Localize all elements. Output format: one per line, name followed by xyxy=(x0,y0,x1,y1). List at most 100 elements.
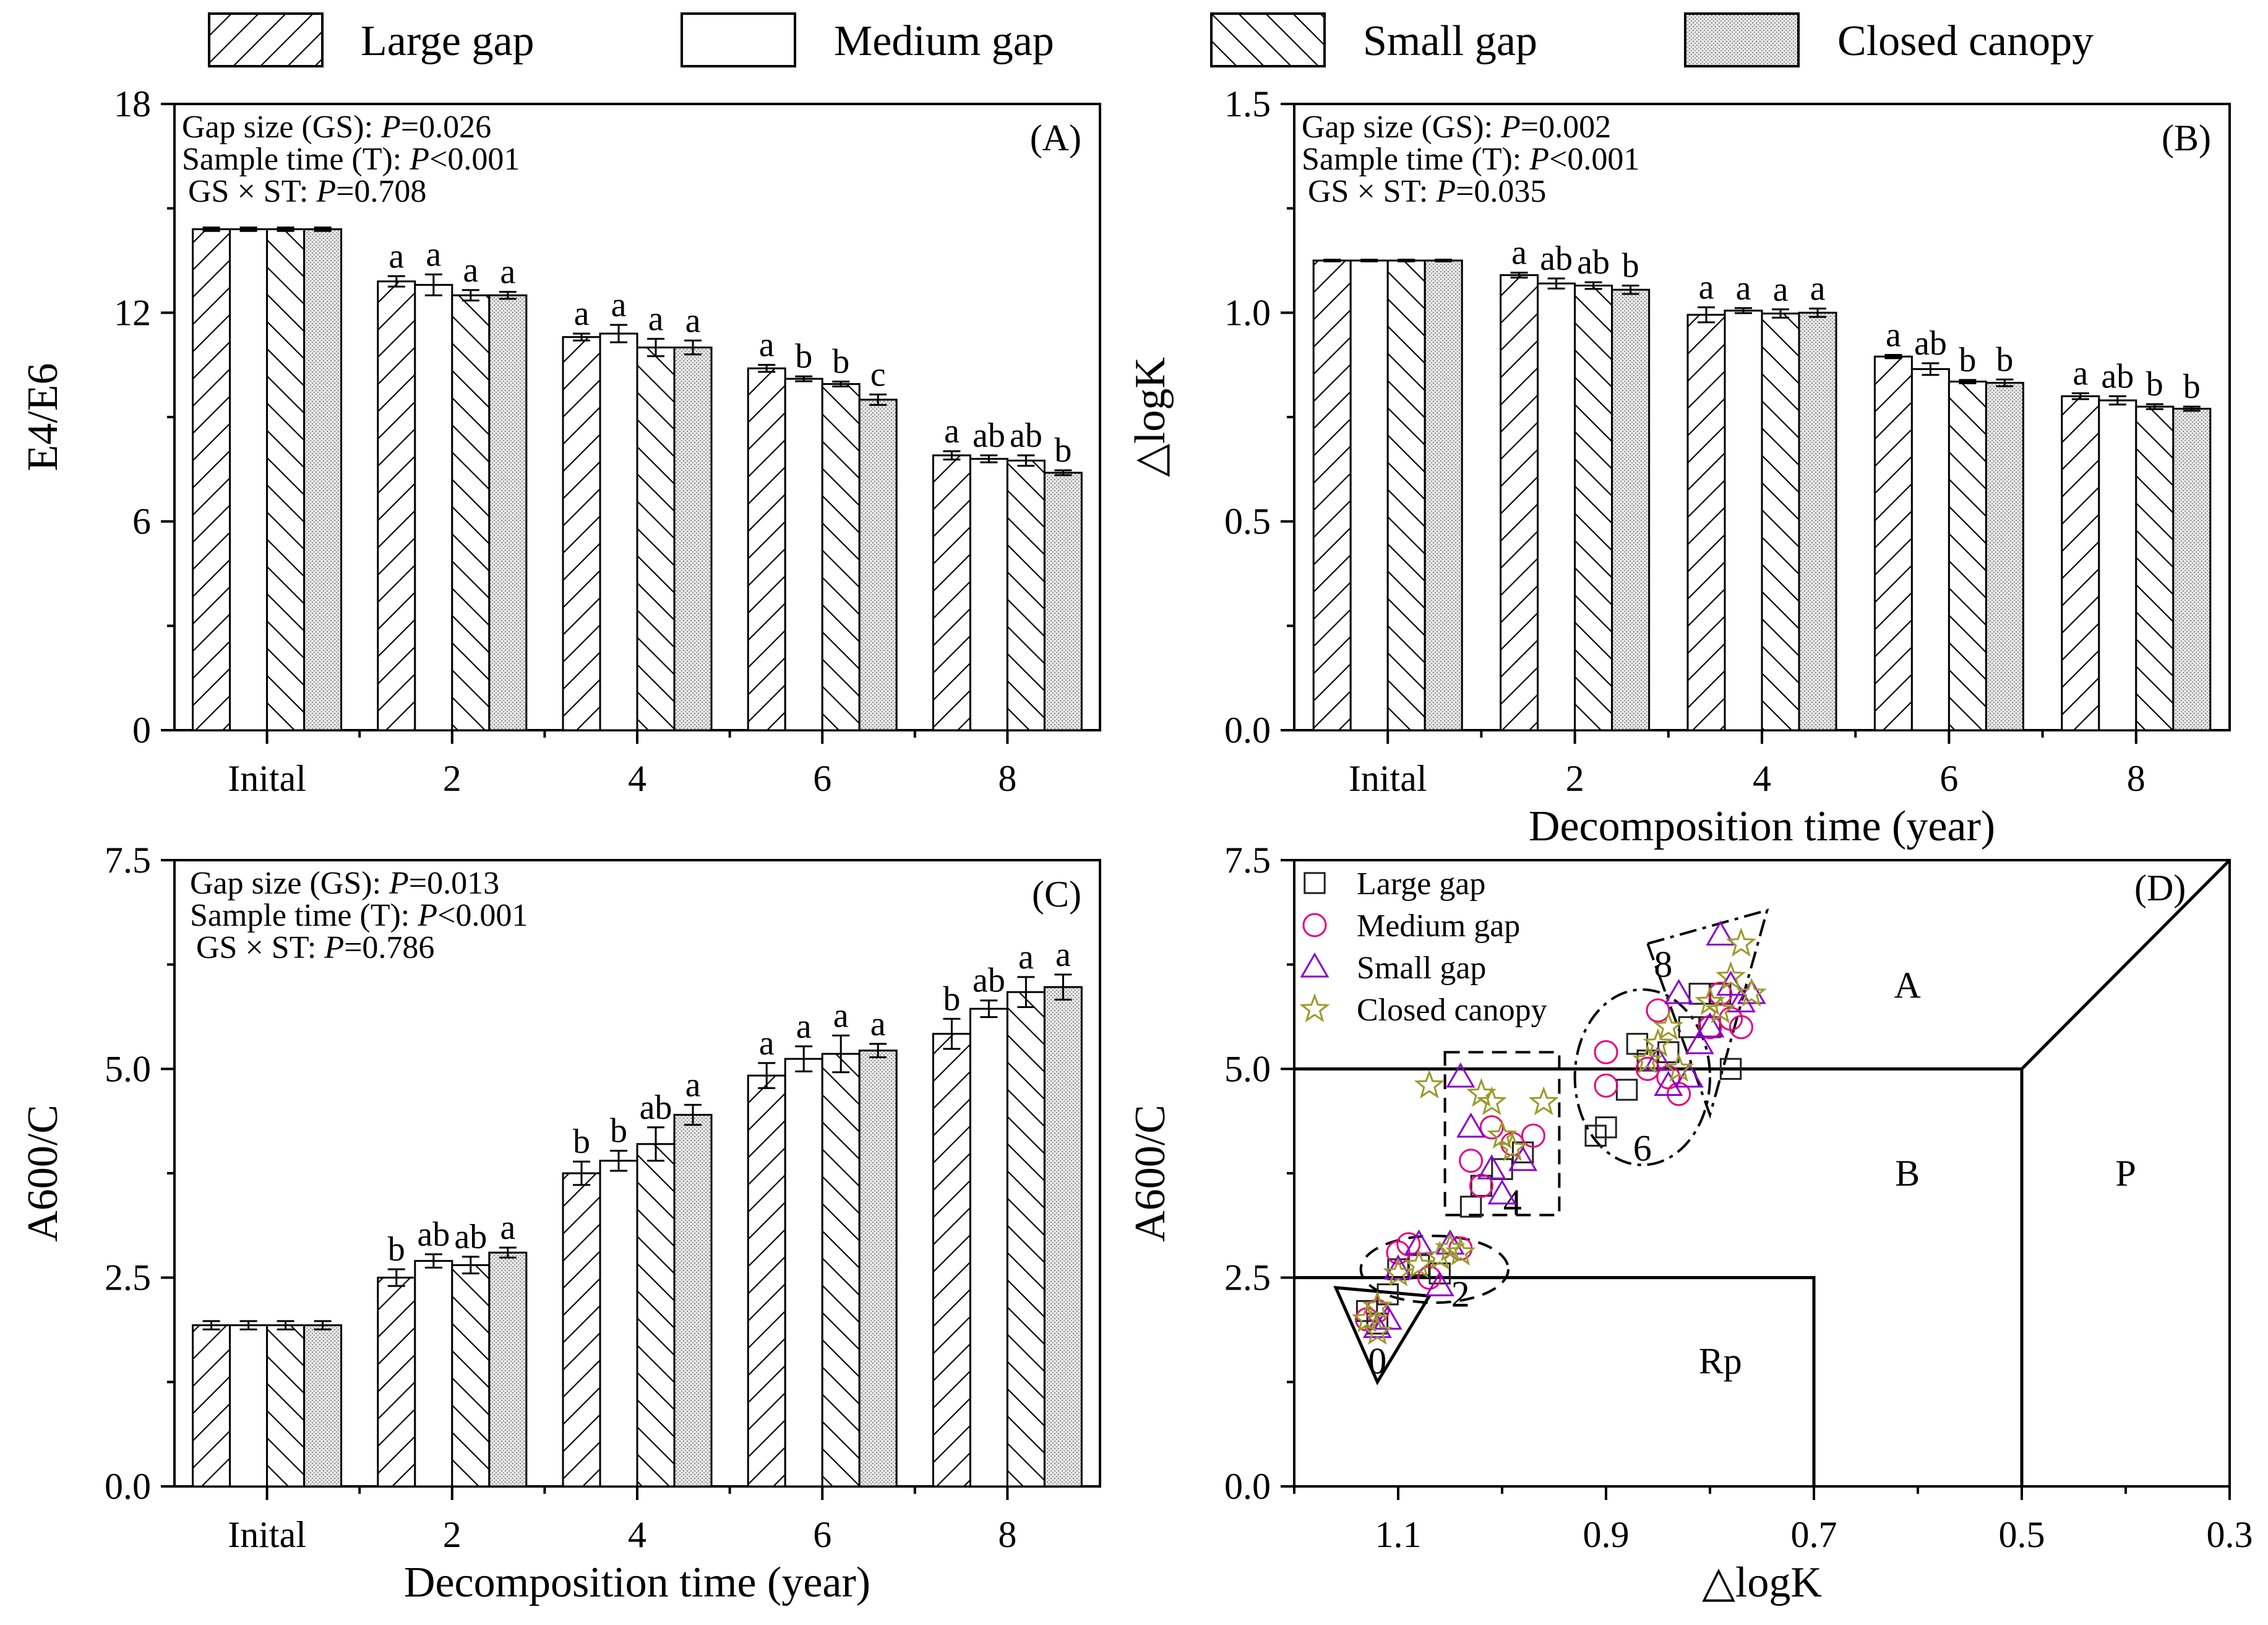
data-point xyxy=(1708,981,1733,1006)
significance-letter: b xyxy=(388,1230,405,1269)
significance-letter: ab xyxy=(640,1088,672,1127)
legend-label-large-gap: Large gap xyxy=(361,17,535,65)
bar xyxy=(932,1033,971,1488)
significance-letter: a xyxy=(574,295,590,333)
legend-marker-small-gap xyxy=(1300,952,1329,978)
bar xyxy=(229,228,268,731)
y-tick-label: 7.5 xyxy=(105,840,151,881)
data-point xyxy=(1705,994,1736,1024)
stats-line: Sample time (T): P<0.001 xyxy=(190,898,528,933)
bar xyxy=(1873,355,1913,731)
significance-letter: a xyxy=(685,301,701,340)
legend-label-closed-canopy: Closed canopy xyxy=(1357,993,1547,1028)
bar xyxy=(414,1260,453,1488)
data-point xyxy=(1487,1119,1518,1149)
bar xyxy=(377,1277,416,1488)
x-tick-label: 2 xyxy=(1566,758,1584,799)
y-tick-label: 0.0 xyxy=(1224,1466,1271,1507)
bar xyxy=(488,294,528,731)
stats-line: Gap size (GS): P=0.026 xyxy=(182,110,491,145)
scatter-legend: Large gap Medium gap Small gap Closed canop… xyxy=(1299,866,1547,1028)
significance-letter: b xyxy=(573,1123,590,1161)
x-tick-label: 6 xyxy=(813,758,831,799)
bar xyxy=(1761,312,1800,731)
bar xyxy=(1006,991,1046,1488)
y-tick-label: 0.0 xyxy=(105,1466,151,1507)
data-point xyxy=(1521,1123,1545,1148)
significance-letter: b xyxy=(2146,365,2163,403)
significance-letter: a xyxy=(648,300,664,338)
data-point xyxy=(1425,1271,1454,1296)
data-point xyxy=(1477,1154,1506,1179)
significance-letter: a xyxy=(500,253,515,291)
bar xyxy=(414,283,453,731)
bar xyxy=(858,1050,898,1488)
stats-line: GS × ST: P=0.708 xyxy=(188,174,426,209)
x-tick-label: 2 xyxy=(443,1514,462,1555)
series-closed-canopy xyxy=(1351,927,1767,1345)
legend-label-medium-gap: Medium gap xyxy=(834,17,1054,65)
region-boundary xyxy=(2021,859,2231,1071)
data-point xyxy=(1396,1232,1421,1257)
data-point xyxy=(1595,1116,1617,1139)
data-point xyxy=(1445,1236,1476,1266)
bar xyxy=(192,228,231,731)
y-axis-title: A600/C xyxy=(19,1105,67,1242)
legend-item-large-gap: Large gap xyxy=(208,12,535,67)
bar xyxy=(562,1172,601,1488)
y-tick-label: 18 xyxy=(114,84,151,124)
bar xyxy=(1611,288,1651,731)
bar xyxy=(562,336,601,731)
significance-letter: a xyxy=(1773,270,1789,309)
legend-swatch-medium-gap xyxy=(681,12,796,67)
significance-letter: a xyxy=(426,235,441,274)
panel-label: (A) xyxy=(1030,118,1081,158)
data-point xyxy=(1653,1011,1684,1040)
bar xyxy=(1686,314,1726,731)
legend-marker-medium-gap xyxy=(1302,913,1327,938)
bar xyxy=(2135,405,2175,731)
group-outline-0 xyxy=(1333,1285,1432,1386)
significance-letter: a xyxy=(759,326,775,364)
significance-letter: b xyxy=(832,343,849,381)
series-medium-gap: ab b a ab xyxy=(229,962,1008,1488)
bar xyxy=(266,1324,306,1488)
bar xyxy=(784,377,823,731)
significance-letter: a xyxy=(759,1024,775,1062)
significance-letter: b xyxy=(795,337,812,376)
bar xyxy=(747,1074,786,1488)
bar xyxy=(303,228,343,731)
bar xyxy=(1043,472,1083,731)
data-point xyxy=(1646,998,1670,1023)
bar xyxy=(673,347,713,731)
bar xyxy=(1006,459,1046,731)
significance-letter: b xyxy=(2183,368,2201,406)
x-tick-label: Inital xyxy=(228,1514,306,1555)
data-point xyxy=(1417,1265,1441,1290)
x-tick-label: 8 xyxy=(998,1514,1016,1555)
scatter-points xyxy=(1351,920,1767,1345)
x-tick-label: 0.3 xyxy=(2207,1514,2253,1555)
significance-letter: ab xyxy=(973,416,1005,455)
group-label-2: 2 xyxy=(1451,1274,1470,1315)
region-label-rp: Rp xyxy=(1699,1341,1742,1382)
data-point xyxy=(1719,1058,1742,1080)
region-boundary xyxy=(1294,1276,1816,1486)
significance-letter: a xyxy=(1018,938,1034,976)
significance-letter: ab xyxy=(973,962,1005,1000)
group-outline-6 xyxy=(1573,988,1712,1166)
bar xyxy=(636,347,676,731)
legend: Large gap Medium gap Small gap Closed ca… xyxy=(208,12,2094,67)
significance-letter: a xyxy=(944,412,960,450)
significance-letter: ab xyxy=(1540,239,1573,278)
significance-letter: a xyxy=(1699,269,1714,307)
x-axis-ticks: Inital 2 4 6 8 xyxy=(1349,730,2146,799)
region-label-a: A xyxy=(1894,965,1921,1006)
bar xyxy=(229,1324,268,1488)
bar xyxy=(1574,284,1613,731)
bar xyxy=(1500,274,1539,731)
